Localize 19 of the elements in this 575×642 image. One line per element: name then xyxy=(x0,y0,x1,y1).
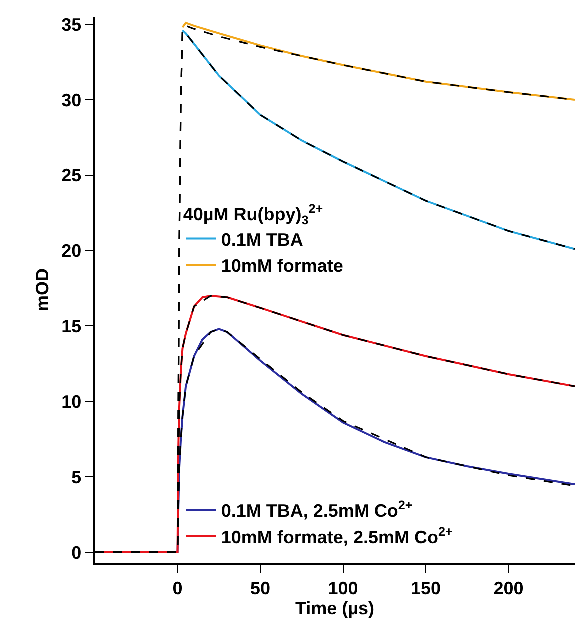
legend-label: 0.1M TBA xyxy=(221,230,304,250)
y-tick-label: 15 xyxy=(62,316,82,336)
x-tick-label: 100 xyxy=(328,578,358,598)
y-tick-label: 25 xyxy=(62,166,82,186)
x-tick-label: 150 xyxy=(411,578,442,598)
y-tick-label: 5 xyxy=(72,467,82,488)
y-tick-label: 20 xyxy=(62,241,82,262)
y-axis-title: mOD xyxy=(32,268,52,312)
y-tick-label: 35 xyxy=(62,14,82,35)
legend-label: 0.1M TBA, 2.5mM Co$^{2+}$ xyxy=(221,498,413,522)
y-tick-label: 0 xyxy=(72,542,82,563)
x-tick-label: 200 xyxy=(494,578,524,598)
x-tick-label: 0 xyxy=(172,578,183,598)
legend-label: 10mM formate xyxy=(221,256,344,276)
y-tick-label: 10 xyxy=(62,392,82,412)
y-tick-label: 30 xyxy=(62,90,82,110)
x-axis-title: Time (µs) xyxy=(295,598,375,618)
legend-label: 10mM formate, 2.5mM Co$^{2+}$ xyxy=(221,524,453,548)
x-tick-label: 50 xyxy=(250,578,271,598)
